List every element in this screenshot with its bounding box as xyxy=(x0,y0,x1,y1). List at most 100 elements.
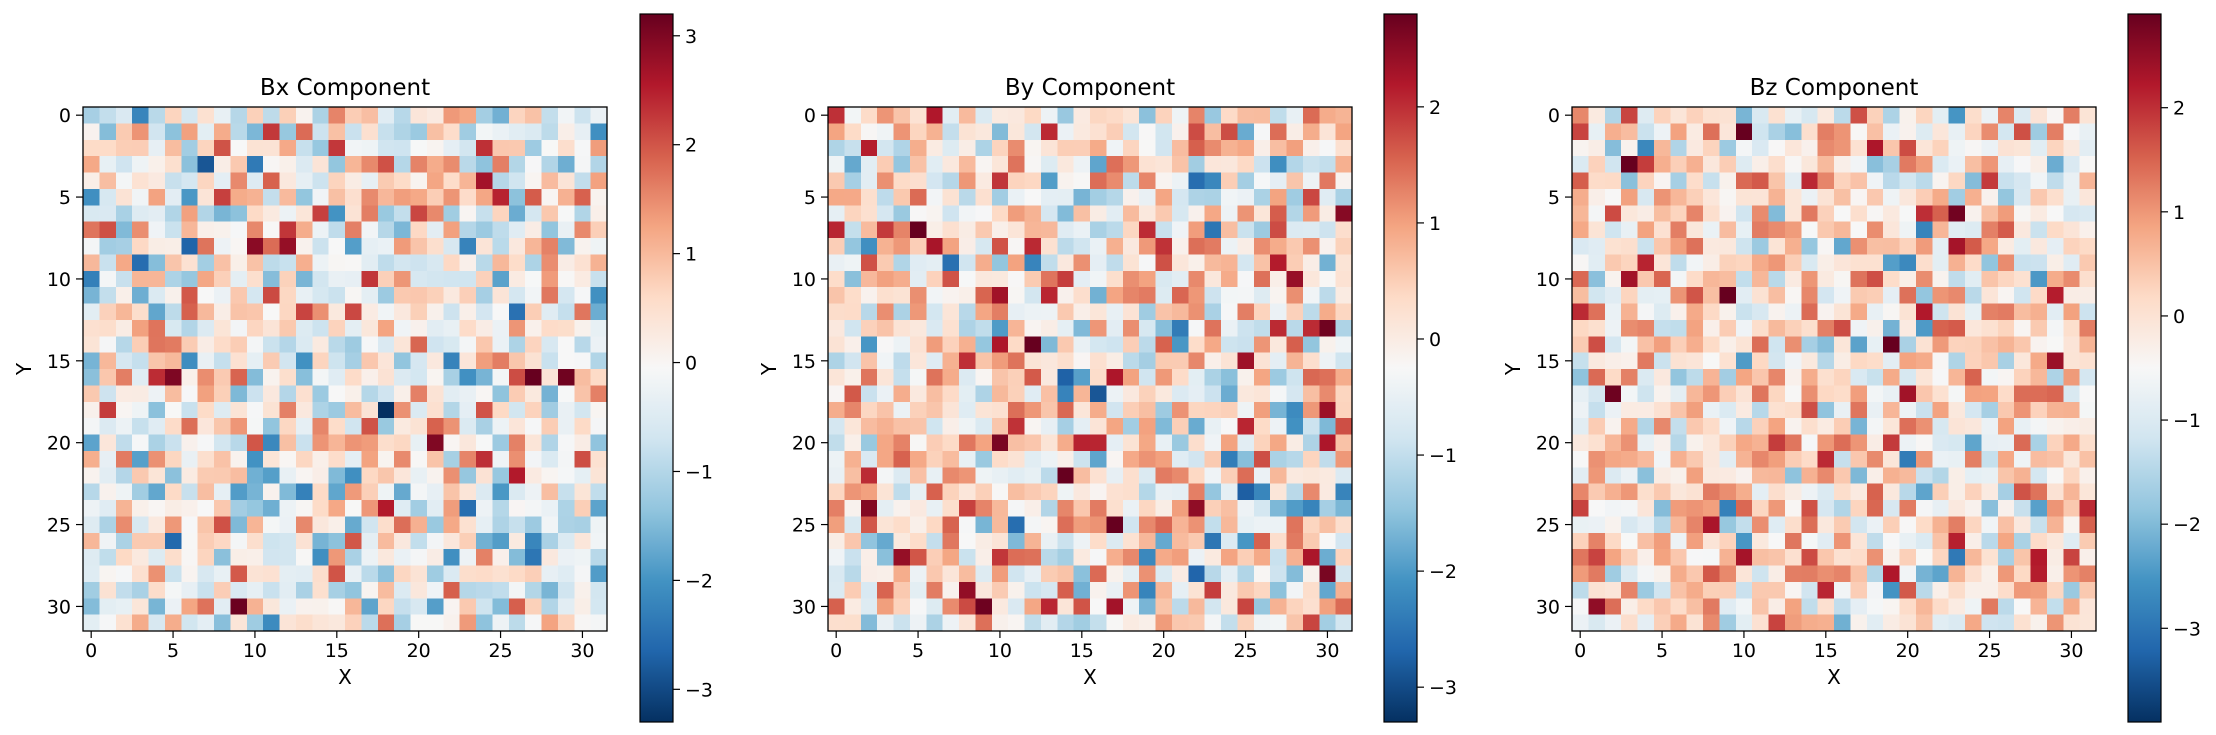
heatmap-cell xyxy=(959,303,976,321)
x-axis-label: X xyxy=(338,665,352,689)
heatmap-cell xyxy=(1221,581,1238,599)
heatmap-cell xyxy=(263,123,280,141)
heatmap-cell xyxy=(1621,614,1638,632)
heatmap-cell xyxy=(459,500,477,517)
heatmap-cell xyxy=(959,156,976,173)
heatmap-cell xyxy=(263,369,280,386)
heatmap-cell xyxy=(1073,238,1091,255)
heatmap-cell xyxy=(2030,172,2048,190)
heatmap-cell xyxy=(1670,336,1687,353)
heatmap-cell xyxy=(1090,303,1107,321)
heatmap-cell xyxy=(1915,123,1933,141)
heatmap-cell xyxy=(991,532,1009,550)
y-tick-label: 20 xyxy=(47,433,71,455)
heatmap-cell xyxy=(1784,156,1802,173)
heatmap-cell xyxy=(115,287,133,304)
heatmap-cell xyxy=(1253,188,1271,206)
heatmap-cell xyxy=(991,336,1009,353)
heatmap-cell xyxy=(164,565,182,583)
x-tick-label: 15 xyxy=(325,640,349,662)
heatmap-cell xyxy=(1171,581,1189,599)
heatmap-cell xyxy=(1270,418,1287,435)
heatmap-cell xyxy=(1188,123,1205,141)
heatmap-cell xyxy=(1286,418,1304,435)
heatmap-cell xyxy=(1752,107,1769,124)
heatmap-cell xyxy=(1106,532,1124,550)
heatmap-cell xyxy=(1008,156,1025,173)
heatmap-cell xyxy=(361,303,379,321)
heatmap-cell xyxy=(312,516,329,534)
heatmap-cell xyxy=(909,467,927,484)
heatmap-cell xyxy=(197,516,215,534)
heatmap-cell xyxy=(295,434,313,452)
heatmap-cell xyxy=(295,139,313,157)
heatmap-cell xyxy=(443,319,460,337)
heatmap-cell xyxy=(1106,598,1124,615)
heatmap-cell xyxy=(1073,319,1091,337)
heatmap-cell xyxy=(1768,565,1786,583)
heatmap-cell xyxy=(541,516,559,534)
heatmap-cell xyxy=(1703,156,1720,173)
heatmap-cell xyxy=(230,156,248,173)
heatmap-cell xyxy=(590,450,608,468)
heatmap-cell xyxy=(394,336,411,353)
heatmap-cell xyxy=(410,123,428,141)
heatmap-cell xyxy=(1948,369,1966,386)
heatmap-cell xyxy=(295,352,313,370)
heatmap-cell xyxy=(410,516,428,534)
heatmap-cell xyxy=(1319,385,1336,403)
heatmap-cell xyxy=(1237,139,1255,157)
heatmap-cell xyxy=(860,221,878,239)
heatmap-cell xyxy=(1834,598,1851,615)
heatmap-cell xyxy=(1139,107,1156,124)
plot-frame xyxy=(1571,106,2097,632)
heatmap-cell xyxy=(909,188,927,206)
heatmap-cell xyxy=(1572,500,1589,517)
heatmap-cell xyxy=(508,319,526,337)
heatmap-cell xyxy=(181,532,198,550)
heatmap-cell xyxy=(1171,532,1189,550)
heatmap-cell xyxy=(1784,500,1802,517)
heatmap-cell xyxy=(2046,107,2064,124)
heatmap-cell xyxy=(1981,581,1999,599)
heatmap-cell xyxy=(295,516,313,534)
heatmap-cell xyxy=(1073,123,1091,141)
heatmap-cell xyxy=(1073,303,1091,321)
heatmap-cell xyxy=(1139,401,1156,419)
heatmap-cell xyxy=(246,385,264,403)
heatmap-cell xyxy=(1024,188,1042,206)
heatmap-cell xyxy=(426,205,444,222)
heatmap-cell xyxy=(1817,205,1835,222)
heatmap-cell xyxy=(926,369,943,386)
heatmap-cell xyxy=(1817,385,1835,403)
heatmap-cell xyxy=(959,450,976,468)
heatmap-cell xyxy=(508,565,526,583)
heatmap-cell xyxy=(828,385,845,403)
heatmap-cell xyxy=(1834,565,1851,583)
heatmap-cell xyxy=(459,270,477,288)
heatmap-cell xyxy=(1335,238,1353,255)
heatmap-cell xyxy=(1604,549,1622,566)
heatmap-cell xyxy=(1335,369,1353,386)
heatmap-cell xyxy=(877,401,894,419)
heatmap-cell xyxy=(279,270,297,288)
heatmap-cell xyxy=(1981,532,1999,550)
heatmap-cell xyxy=(1270,598,1287,615)
heatmap-cell xyxy=(197,581,215,599)
heatmap-cell xyxy=(1899,450,1917,468)
heatmap-cell xyxy=(590,467,608,484)
heatmap-cell xyxy=(328,500,346,517)
heatmap-cell xyxy=(574,352,591,370)
heatmap-cell xyxy=(959,172,976,190)
heatmap-cell xyxy=(459,156,477,173)
heatmap-cell xyxy=(1155,270,1173,288)
heatmap-cell xyxy=(1817,516,1835,534)
heatmap-cell xyxy=(975,172,993,190)
heatmap-cell xyxy=(1302,467,1320,484)
heatmap-cell xyxy=(181,287,198,304)
heatmap-cell xyxy=(1139,532,1156,550)
heatmap-cell xyxy=(164,369,182,386)
heatmap-cell xyxy=(132,139,149,157)
heatmap-cell xyxy=(909,319,927,337)
